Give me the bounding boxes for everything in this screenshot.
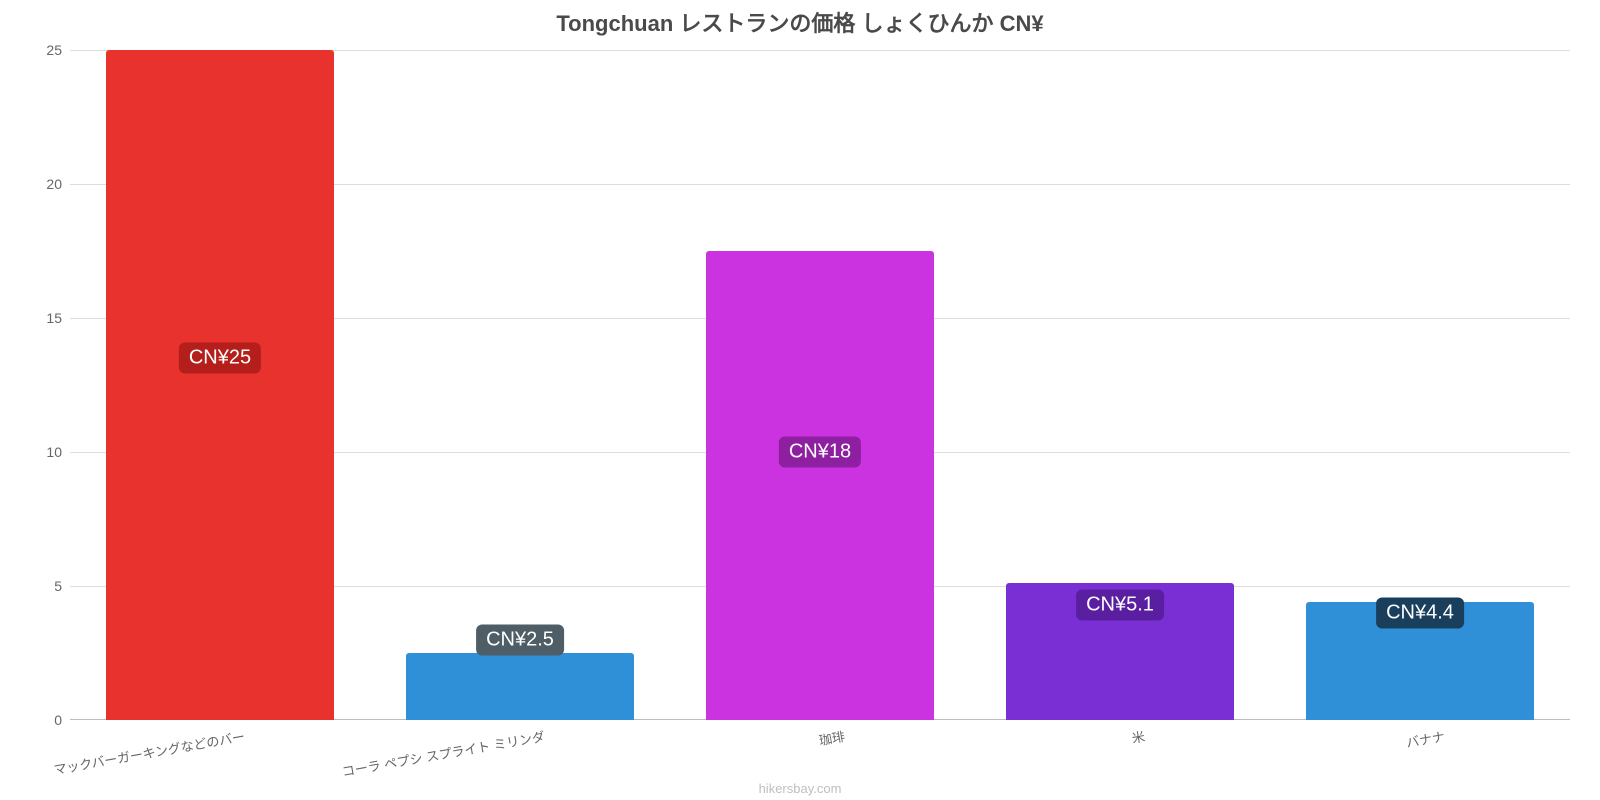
bar <box>706 251 934 720</box>
x-tick-label: バナナ <box>1404 726 1446 751</box>
y-tick-label: 10 <box>46 444 70 460</box>
chart-title: Tongchuan レストランの価格 しょくひんか CN¥ <box>0 0 1600 38</box>
price-bar-chart: Tongchuan レストランの価格 しょくひんか CN¥ 0510152025… <box>0 0 1600 800</box>
x-tick-label: 珈琲 <box>817 726 846 749</box>
bar <box>106 50 334 720</box>
x-tick-label: コーラ ペプシ スプライト ミリンダ <box>340 726 546 780</box>
plot-area: 0510152025CN¥25マックバーガーキングなどのバーCN¥2.5コーラ … <box>70 50 1570 720</box>
x-tick-label: マックバーガーキングなどのバー <box>52 726 246 778</box>
chart-attribution: hikersbay.com <box>0 781 1600 796</box>
y-tick-label: 20 <box>46 176 70 192</box>
y-tick-label: 0 <box>54 712 70 728</box>
value-badge: CN¥18 <box>779 437 861 468</box>
value-badge: CN¥5.1 <box>1076 589 1164 620</box>
value-badge: CN¥4.4 <box>1376 597 1464 628</box>
value-badge: CN¥2.5 <box>476 624 564 655</box>
y-tick-label: 25 <box>46 42 70 58</box>
x-tick-label: 米 <box>1130 726 1146 747</box>
y-tick-label: 15 <box>46 310 70 326</box>
value-badge: CN¥25 <box>179 343 261 374</box>
y-tick-label: 5 <box>54 578 70 594</box>
bar <box>406 653 634 720</box>
